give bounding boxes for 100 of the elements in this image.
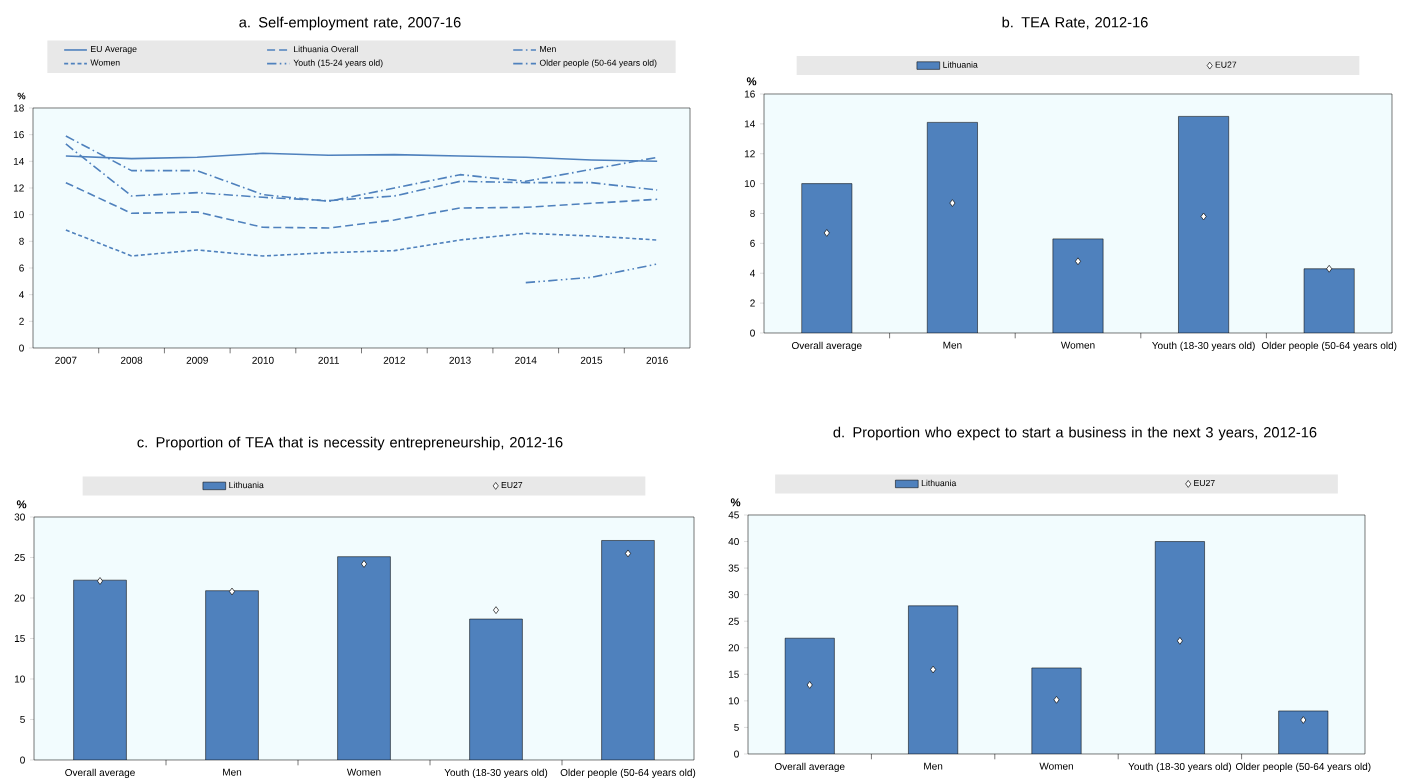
y-tick-label: 16 [744, 90, 755, 98]
point [1176, 637, 1183, 645]
legend-label: EU27 [1215, 61, 1237, 68]
x-tick-label: Youth (18-30 years old) [1128, 762, 1232, 773]
x-tick-label: 2008 [120, 356, 143, 364]
y-tick-label: 4 [749, 269, 755, 277]
x-tick-label: Overall average [791, 341, 862, 352]
bar [927, 122, 978, 333]
x-tick-label: 2012 [383, 356, 405, 364]
point [361, 560, 367, 568]
x-tick-label: Men [924, 762, 943, 770]
legend-label: Lithuania [921, 479, 957, 487]
legend-label: EU27 [501, 481, 523, 489]
y-tick-label: 25 [728, 617, 739, 625]
x-tick-label: 2014 [515, 356, 537, 364]
point [1300, 716, 1307, 724]
point [823, 229, 830, 237]
y-tick-label: 2 [750, 299, 755, 307]
bar [205, 590, 259, 760]
y-tick-label: 14 [744, 120, 755, 128]
x-tick-label: 2016 [646, 356, 668, 364]
x-tick-label: Men [223, 768, 242, 776]
x-tick-label: 2010 [252, 356, 274, 364]
legend-label: EU Average [91, 45, 137, 54]
y-tick-label: 10 [14, 675, 25, 683]
y-tick-label: 10 [744, 180, 755, 188]
point [949, 199, 956, 207]
y-tick-label: 20 [728, 644, 739, 652]
chart-title: a. Self-employment rate, 2007-16 [239, 16, 461, 31]
legend-label: Men [540, 45, 556, 53]
y-tick-label: 35 [728, 564, 739, 572]
bar [469, 618, 523, 760]
y-tick-label: 2 [19, 317, 24, 325]
y-tick-label: 20 [14, 594, 25, 602]
y-axis-title: % [17, 92, 26, 100]
x-tick-label: Men [943, 341, 962, 349]
x-tick-label: Overall average [774, 762, 845, 773]
legend-label: Lithuania Overall [294, 45, 358, 53]
point [806, 681, 813, 689]
y-tick-label: 4 [18, 291, 25, 299]
x-tick-label: 2015 [580, 356, 603, 364]
x-tick-label: Women [346, 768, 381, 776]
bar [801, 183, 853, 333]
y-tick-label: 0 [19, 344, 24, 352]
y-tick-label: 6 [750, 239, 755, 247]
y-tick-label: 25 [14, 553, 25, 562]
y-tick-label: 12 [744, 150, 755, 158]
x-tick-label: Women [1039, 762, 1073, 770]
line-series [65, 229, 658, 257]
x-tick-label: 2009 [186, 356, 208, 364]
x-tick-label: Youth (18-30 years old) [444, 768, 548, 779]
bar [1178, 116, 1229, 333]
legend-label: Women [90, 59, 120, 66]
y-tick-label: 15 [728, 670, 739, 678]
point [97, 577, 103, 585]
x-tick-label: Older people (50-64 years old) [560, 768, 696, 779]
y-tick-label: 15 [14, 635, 25, 642]
legend-label: Older people (50-64 years old) [539, 59, 657, 68]
point [1200, 212, 1207, 221]
bar [601, 540, 655, 760]
x-tick-label: Youth (18-30 years old) [1152, 341, 1255, 352]
y-tick-label: 5 [20, 716, 25, 723]
y-tick-label: 18 [13, 104, 24, 112]
y-axis-title: % [746, 77, 757, 86]
y-tick-label: 16 [13, 131, 24, 139]
y-tick-label: 30 [14, 513, 25, 521]
y-tick-label: 0 [750, 329, 755, 337]
x-tick-label: Women [1060, 341, 1095, 349]
y-tick-label: 0 [20, 756, 25, 764]
y-tick-label: 5 [734, 723, 739, 731]
point [1326, 264, 1333, 273]
legend-label: Youth (15-24 years old) [293, 59, 383, 68]
y-tick-label: 14 [13, 157, 25, 165]
bar [1303, 268, 1355, 333]
y-tick-label: 45 [728, 511, 739, 519]
y-tick-label: 12 [13, 184, 24, 192]
bar [1052, 238, 1104, 333]
x-tick-label: Older people (50-64 years old) [1261, 341, 1397, 352]
y-axis-title: % [730, 498, 741, 507]
legend-label: EU27 [1194, 479, 1215, 487]
point [930, 665, 937, 674]
x-tick-label: 2007 [55, 356, 77, 364]
x-tick-label: 2013 [449, 356, 471, 364]
chart-title: b. TEA Rate, 2012-16 [1002, 16, 1148, 30]
y-tick-label: 40 [728, 538, 739, 546]
chart-title: d. Proportion who expect to start a business in the next 3 years, 2012-16 [833, 426, 1317, 441]
bar [73, 579, 127, 760]
legend-label: Lithuania [943, 61, 978, 68]
chart-title: c. Proportion of TEA that is necessity entrepreneurship, 2012-16 [137, 436, 563, 451]
y-tick-label: 0 [734, 750, 739, 758]
point [493, 606, 499, 614]
y-tick-label: 30 [728, 591, 739, 599]
y-tick-label: 6 [19, 264, 24, 272]
x-tick-label: Overall average [65, 768, 135, 779]
legend-label: Lithuania [229, 481, 264, 489]
point [1053, 696, 1060, 704]
x-tick-label: 2011 [318, 356, 339, 364]
x-tick-label: Older people (50-64 years old) [1235, 762, 1371, 773]
y-tick-label: 10 [13, 211, 24, 219]
y-tick-label: 8 [19, 237, 24, 245]
